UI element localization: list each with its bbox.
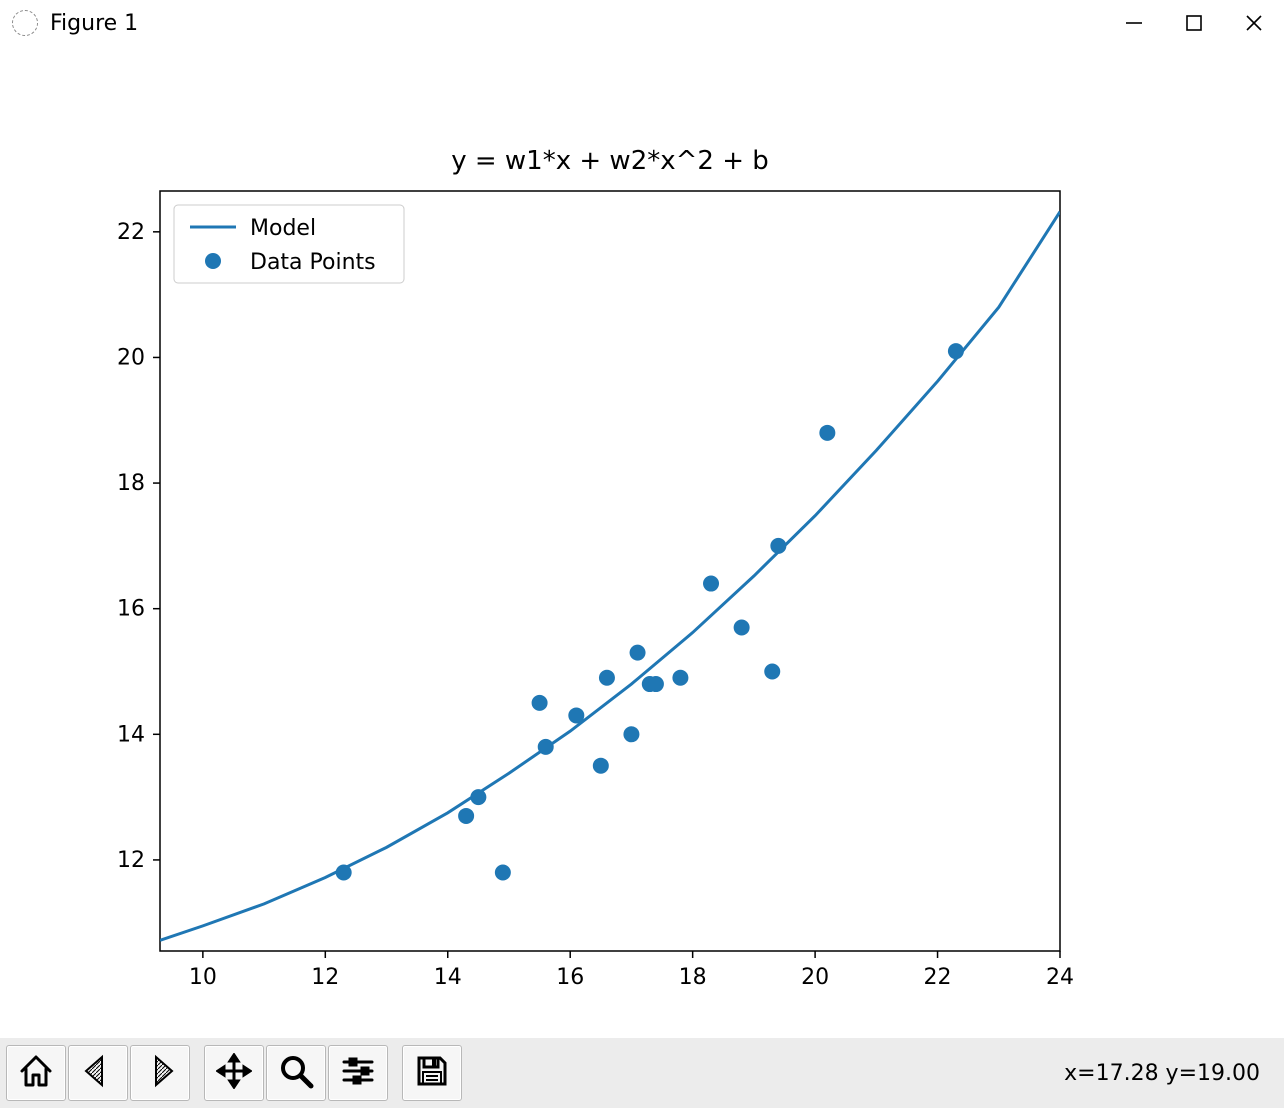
data-point <box>623 726 639 742</box>
y-tick-label: 18 <box>117 471 145 496</box>
data-point <box>599 670 615 686</box>
data-point <box>770 538 786 554</box>
pan-icon <box>216 1053 252 1093</box>
titlebar: Figure 1 <box>0 0 1284 46</box>
save-button[interactable] <box>402 1045 462 1101</box>
data-point <box>819 425 835 441</box>
x-tick-label: 16 <box>556 965 584 990</box>
y-tick-label: 12 <box>117 848 145 873</box>
data-point <box>495 864 511 880</box>
y-tick-label: 22 <box>117 220 145 245</box>
data-point <box>336 864 352 880</box>
y-tick-label: 16 <box>117 597 145 622</box>
data-point <box>630 645 646 661</box>
x-tick-label: 18 <box>679 965 707 990</box>
forward-icon <box>142 1053 178 1093</box>
minimize-button[interactable] <box>1104 0 1164 46</box>
home-icon <box>18 1053 54 1093</box>
x-tick-label: 22 <box>924 965 952 990</box>
data-point <box>672 670 688 686</box>
y-tick-label: 14 <box>117 722 145 747</box>
data-point <box>470 789 486 805</box>
data-point <box>648 676 664 692</box>
x-tick-label: 24 <box>1046 965 1074 990</box>
forward-button[interactable] <box>130 1045 190 1101</box>
data-point <box>538 739 554 755</box>
maximize-button[interactable] <box>1164 0 1224 46</box>
save-icon <box>414 1053 450 1093</box>
back-icon <box>80 1053 116 1093</box>
data-point <box>734 620 750 636</box>
app-icon <box>12 10 38 36</box>
sliders-icon <box>340 1053 376 1093</box>
zoom-button[interactable] <box>266 1045 326 1101</box>
figure-canvas[interactable]: y = w1*x + w2*x^2 + b 10 12 14 16 18 20 22 24 12 1… <box>0 46 1284 1037</box>
configure-button[interactable] <box>328 1045 388 1101</box>
home-button[interactable] <box>6 1045 66 1101</box>
data-point <box>948 343 964 359</box>
data-point <box>703 576 719 592</box>
data-point <box>532 695 548 711</box>
data-point <box>568 707 584 723</box>
pan-button[interactable] <box>204 1045 264 1101</box>
data-point <box>764 663 780 679</box>
x-tick-label: 12 <box>311 965 339 990</box>
x-tick-label: 14 <box>434 965 462 990</box>
y-tick-label: 20 <box>117 345 145 370</box>
figure-window: Figure 1 y = w1*x + w2*x^2 + b 10 12 14 16 18… <box>0 0 1284 1108</box>
x-tick-label: 20 <box>801 965 829 990</box>
legend-data-label: Data Points <box>250 250 376 275</box>
close-button[interactable] <box>1224 0 1284 46</box>
nav-toolbar: x=17.28 y=19.00 <box>0 1037 1284 1108</box>
legend-data-swatch <box>205 253 221 269</box>
chart-title: y = w1*x + w2*x^2 + b <box>451 146 769 176</box>
legend-model-label: Model <box>250 216 316 241</box>
data-point <box>593 758 609 774</box>
data-point <box>458 808 474 824</box>
coord-readout: x=17.28 y=19.00 <box>1064 1061 1278 1086</box>
window-title: Figure 1 <box>50 11 138 36</box>
plot-svg: y = w1*x + w2*x^2 + b 10 12 14 16 18 20 22 24 12 1… <box>0 46 1284 1038</box>
back-button[interactable] <box>68 1045 128 1101</box>
x-tick-label: 10 <box>189 965 217 990</box>
zoom-icon <box>278 1053 314 1093</box>
